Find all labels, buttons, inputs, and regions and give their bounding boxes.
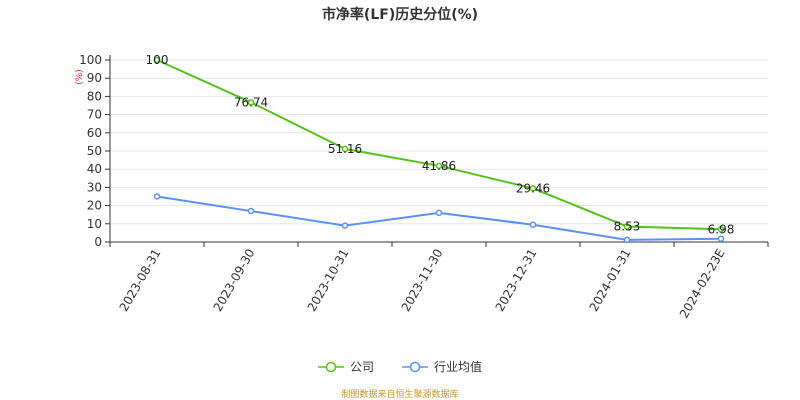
y-tick-label: 70 [87, 108, 102, 122]
x-tick-label: 2024-01-31 [587, 247, 634, 314]
data-point[interactable] [717, 226, 725, 233]
legend-label-company: 公司 [349, 360, 374, 374]
x-tick-label: 2023-12-31 [493, 247, 540, 314]
axes: 0 10 20 30 40 50 60 70 80 90 100 (%) 2023-08-31 2023-… [75, 53, 769, 321]
legend-line-icon [402, 361, 428, 372]
y-axis-unit: (%) [75, 69, 85, 85]
series-layer [153, 56, 725, 244]
data-point[interactable] [341, 222, 349, 229]
data-label: 76.74 [234, 95, 268, 109]
x-tick-label: 2023-08-31 [117, 247, 164, 314]
data-point[interactable] [153, 193, 161, 200]
y-tick-label: 90 [87, 71, 102, 85]
x-tick-label: 2023-09-30 [211, 247, 258, 314]
y-tick-label: 30 [87, 180, 102, 194]
y-tick-label: 10 [87, 217, 102, 231]
data-point[interactable] [247, 207, 255, 215]
legend-item-company[interactable]: 公司 [317, 358, 374, 375]
data-point[interactable] [623, 236, 631, 244]
series-line-0 [156, 59, 722, 231]
data-label: 41.86 [422, 159, 456, 173]
y-tick-label: 50 [87, 144, 102, 158]
legend-line-icon [317, 361, 344, 372]
data-point[interactable] [153, 56, 161, 64]
source-note: 制图数据来自恒生聚源数据库 [341, 390, 459, 400]
x-tick-label: 2024-02-23E [677, 247, 728, 321]
data-labels: 100 76.74 51.16 41.86 29.46 8.53 6.98 [146, 53, 735, 236]
data-point[interactable] [341, 145, 349, 153]
legend-label-industry: 行业均值 [434, 360, 483, 374]
data-label: 6.98 [708, 222, 735, 236]
x-tick-label: 2023-10-31 [305, 247, 352, 314]
data-point[interactable] [529, 221, 537, 228]
data-point[interactable] [623, 223, 631, 230]
data-point[interactable] [717, 235, 725, 242]
data-label: 29.46 [516, 181, 550, 195]
y-tick-label: 80 [87, 89, 102, 103]
data-point[interactable] [247, 99, 255, 106]
y-tick-label: 100 [79, 53, 102, 67]
data-label: 51.16 [328, 142, 362, 156]
y-tick-label: 0 [94, 235, 102, 249]
y-tick-label: 20 [87, 199, 102, 213]
legend: 公司 行业均值 [0, 358, 800, 375]
data-label: 8.53 [614, 219, 641, 233]
y-tick-label: 40 [87, 162, 102, 176]
data-label: 100 [146, 53, 169, 67]
y-tick-label: 60 [87, 126, 102, 140]
data-point[interactable] [435, 209, 443, 217]
legend-item-industry[interactable]: 行业均值 [402, 358, 482, 375]
data-point[interactable] [529, 185, 537, 192]
data-point[interactable] [435, 162, 443, 170]
x-tick-label: 2023-11-30 [399, 247, 446, 314]
chart-title: 市净率(LF)历史分位(%) [321, 7, 479, 23]
grid-lines [110, 59, 768, 225]
